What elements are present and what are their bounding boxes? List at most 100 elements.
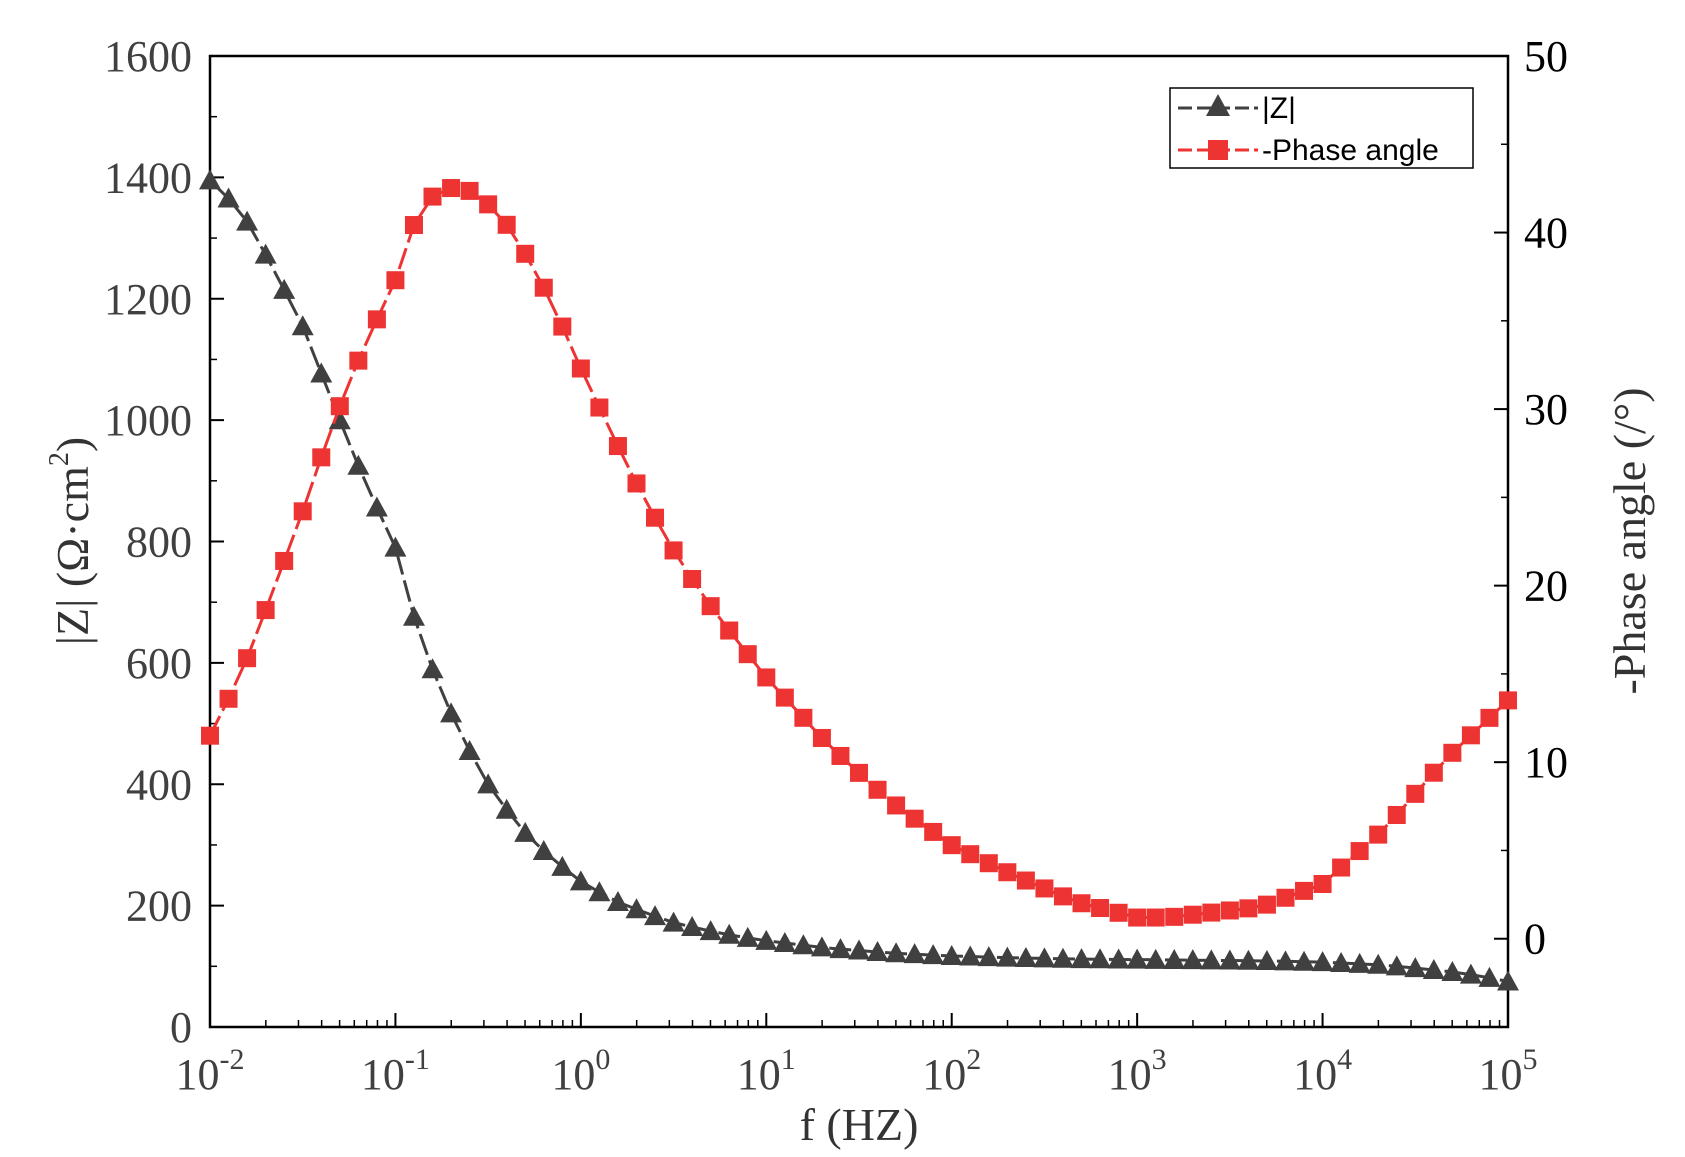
data-point-impedance bbox=[1422, 958, 1445, 979]
y-left-tick-label: 1000 bbox=[104, 396, 192, 445]
data-point-phase bbox=[256, 601, 275, 620]
data-point-phase bbox=[1443, 743, 1462, 762]
x-tick-base: 10 bbox=[1108, 1050, 1152, 1099]
y-right-tick-label: 20 bbox=[1524, 562, 1568, 611]
x-tick-label: 104 bbox=[1293, 1043, 1352, 1099]
data-point-phase bbox=[979, 854, 998, 873]
data-point-impedance bbox=[402, 605, 425, 626]
data-point-impedance bbox=[291, 315, 314, 336]
legend-marker-phase bbox=[1208, 140, 1228, 160]
ticks bbox=[209, 55, 1509, 1028]
plot-frame bbox=[208, 54, 1510, 1029]
data-point-phase bbox=[1239, 899, 1258, 918]
data-point-phase bbox=[794, 708, 813, 727]
y-left-tick-label: 200 bbox=[126, 882, 192, 931]
y-left-title-prefix: |Z| (Ω·cm bbox=[47, 466, 98, 645]
tick-labels: 10-2 10-1 100 101 102 103 104 10502004006008001… bbox=[104, 32, 1568, 1099]
y-axis-left-title: |Z| (Ω·cm2) bbox=[44, 437, 98, 645]
data-point-impedance bbox=[848, 939, 870, 960]
data-point-impedance bbox=[1107, 948, 1130, 969]
x-tick-label: 10-2 bbox=[176, 1043, 245, 1099]
data-point-phase bbox=[1183, 905, 1202, 924]
data-point-phase bbox=[757, 668, 776, 687]
data-point-phase bbox=[312, 448, 331, 467]
y-left-tick-label: 0 bbox=[170, 1003, 192, 1052]
data-point-impedance bbox=[532, 840, 555, 861]
data-point-phase bbox=[1035, 879, 1054, 898]
data-point-phase bbox=[775, 688, 794, 707]
data-point-phase bbox=[683, 569, 702, 588]
data-point-phase bbox=[812, 728, 831, 747]
x-tick-exp: 1 bbox=[781, 1043, 796, 1076]
data-point-phase bbox=[1016, 871, 1035, 890]
data-point-phase bbox=[664, 541, 683, 560]
data-point-phase bbox=[386, 271, 405, 290]
data-point-phase bbox=[367, 310, 386, 329]
data-point-impedance bbox=[773, 932, 796, 953]
data-point-impedance bbox=[347, 454, 370, 475]
data-point-impedance bbox=[1478, 966, 1501, 987]
data-point-impedance bbox=[328, 409, 351, 430]
series-line-impedance bbox=[208, 179, 1509, 983]
data-point-phase bbox=[850, 763, 868, 782]
data-point-impedance bbox=[681, 915, 704, 936]
data-point-phase bbox=[1276, 888, 1295, 907]
data-point-impedance bbox=[236, 210, 259, 231]
data-point-impedance bbox=[1070, 948, 1093, 969]
data-point-phase bbox=[1091, 899, 1110, 918]
data-point-impedance bbox=[1237, 949, 1260, 970]
data-point-phase bbox=[479, 195, 498, 214]
x-tick-base: 10 bbox=[1293, 1050, 1337, 1099]
x-tick-label: 100 bbox=[551, 1043, 610, 1099]
data-point-phase bbox=[738, 645, 757, 664]
x-tick-exp: 5 bbox=[1523, 1043, 1538, 1076]
data-point-impedance bbox=[829, 938, 852, 959]
data-point-phase bbox=[961, 845, 980, 864]
data-point-phase bbox=[1387, 805, 1406, 824]
data-point-impedance bbox=[514, 821, 537, 842]
x-tick-base: 10 bbox=[551, 1050, 595, 1099]
data-point-phase bbox=[1499, 691, 1517, 710]
y-left-tick-label: 800 bbox=[126, 518, 192, 567]
y-left-tick-label: 600 bbox=[126, 639, 192, 688]
data-point-impedance bbox=[606, 890, 629, 911]
data-point-phase bbox=[442, 179, 461, 198]
data-point-impedance bbox=[551, 855, 574, 876]
y-left-tick-label: 400 bbox=[126, 760, 192, 809]
data-point-phase bbox=[1350, 842, 1369, 861]
y-left-tick-label: 1200 bbox=[104, 275, 192, 324]
data-point-phase bbox=[571, 359, 590, 378]
data-point-impedance bbox=[477, 773, 500, 794]
data-point-impedance bbox=[384, 536, 407, 557]
data-point-phase bbox=[720, 621, 739, 640]
data-point-impedance bbox=[699, 920, 722, 941]
data-point-phase bbox=[1165, 907, 1184, 926]
legend-marker-z bbox=[1206, 94, 1230, 116]
data-point-impedance bbox=[1330, 951, 1353, 972]
x-tick-exp: 4 bbox=[1337, 1043, 1352, 1076]
data-point-phase bbox=[275, 551, 294, 570]
data-point-impedance bbox=[959, 945, 982, 966]
data-point-impedance bbox=[644, 905, 667, 926]
data-point-impedance bbox=[1459, 963, 1482, 984]
y-right-tick-label: 50 bbox=[1524, 32, 1568, 81]
y-right-tick-label: 0 bbox=[1524, 915, 1546, 964]
data-point-impedance bbox=[217, 187, 240, 208]
y-left-title-suffix: ) bbox=[47, 437, 98, 452]
data-point-phase bbox=[646, 508, 665, 527]
data-point-phase bbox=[701, 597, 720, 616]
data-point-impedance bbox=[421, 658, 444, 679]
data-point-impedance bbox=[569, 870, 592, 891]
data-point-impedance bbox=[1404, 957, 1427, 978]
data-point-phase bbox=[1146, 908, 1165, 927]
data-point-impedance bbox=[792, 934, 815, 955]
data-point-phase bbox=[1480, 708, 1499, 727]
y-left-title-sup: 2 bbox=[44, 452, 75, 466]
data-point-impedance bbox=[1274, 950, 1297, 971]
data-point-impedance bbox=[1367, 953, 1390, 974]
data-point-impedance bbox=[996, 946, 1019, 967]
x-tick-label: 101 bbox=[737, 1043, 796, 1099]
data-point-phase bbox=[590, 398, 609, 417]
data-point-impedance bbox=[1163, 949, 1186, 970]
